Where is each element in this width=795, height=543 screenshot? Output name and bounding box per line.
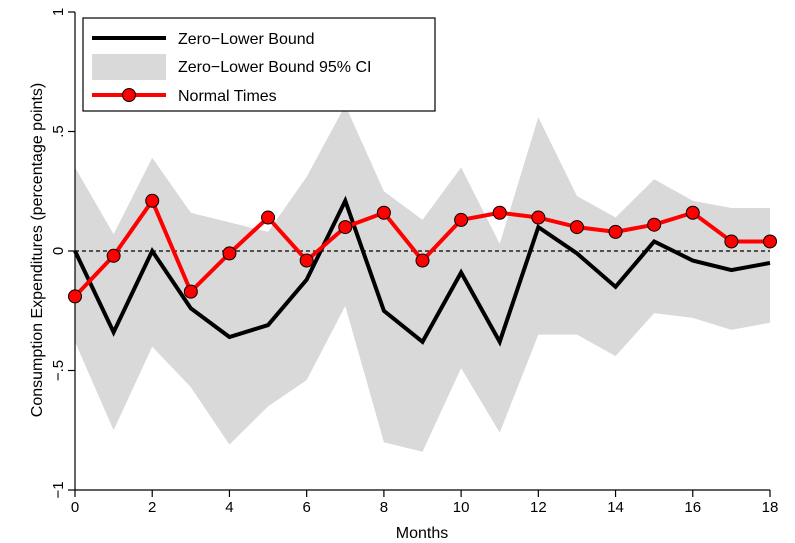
- legend-swatch-ci: [92, 54, 166, 80]
- legend-label-ci: Zero−Lower Bound 95% CI: [178, 59, 371, 76]
- normal-series-point: [145, 193, 160, 208]
- normal-series-point: [685, 205, 700, 220]
- x-axis-title: Months: [396, 525, 448, 542]
- normal-series-point: [454, 212, 469, 227]
- normal-series-point: [106, 248, 121, 263]
- normal-series-point: [724, 234, 739, 249]
- normal-series-point: [222, 246, 237, 261]
- normal-series-point: [531, 210, 546, 225]
- normal-series-point: [338, 220, 353, 235]
- tick-label-layer: 0 2 4 6 8 10 12 14 16 18 −1 −.5 0 .5 1: [50, 8, 778, 516]
- legend: Zero−Lower Bound Zero−Lower Bound 95% CI…: [82, 17, 436, 112]
- x-tick-label: 6: [302, 499, 310, 516]
- normal-series-point: [415, 253, 430, 268]
- x-tick-label: 0: [71, 499, 79, 516]
- y-tick-label: −.5: [50, 360, 67, 381]
- y-tick-label: .5: [50, 125, 67, 138]
- normal-series-point: [763, 234, 777, 249]
- x-tick-label: 18: [762, 499, 779, 516]
- y-tick-label: −1: [50, 481, 67, 498]
- x-tick-label: 8: [380, 499, 388, 516]
- x-tick-label: 12: [530, 499, 547, 516]
- ci-band-layer: [75, 105, 770, 452]
- legend-marker-normal: [122, 88, 136, 102]
- x-tick-label: 2: [148, 499, 156, 516]
- normal-series-point: [183, 284, 198, 299]
- normal-series-point: [299, 253, 314, 268]
- normal-series-point: [608, 224, 623, 239]
- normal-series-point: [376, 205, 391, 220]
- marker-layer: [68, 193, 777, 304]
- normal-series-point: [68, 289, 82, 304]
- ci-band: [75, 105, 770, 452]
- legend-label-zlb: Zero−Lower Bound: [178, 31, 315, 48]
- legend-label-normal: Normal Times: [178, 88, 277, 105]
- y-tick-label: 1: [50, 8, 67, 16]
- x-tick-label: 10: [453, 499, 470, 516]
- normal-series-point: [492, 205, 507, 220]
- normal-series-point: [261, 210, 276, 225]
- normal-series-point: [647, 217, 662, 232]
- x-tick-label: 4: [225, 499, 233, 516]
- normal-series-point: [569, 220, 584, 235]
- x-tick-label: 16: [684, 499, 701, 516]
- y-tick-label: 0: [50, 247, 67, 255]
- y-axis-title: Consumption Expenditures (percentage poi…: [29, 83, 46, 417]
- x-tick-label: 14: [607, 499, 624, 516]
- zlb-series-line: [73, 195, 771, 347]
